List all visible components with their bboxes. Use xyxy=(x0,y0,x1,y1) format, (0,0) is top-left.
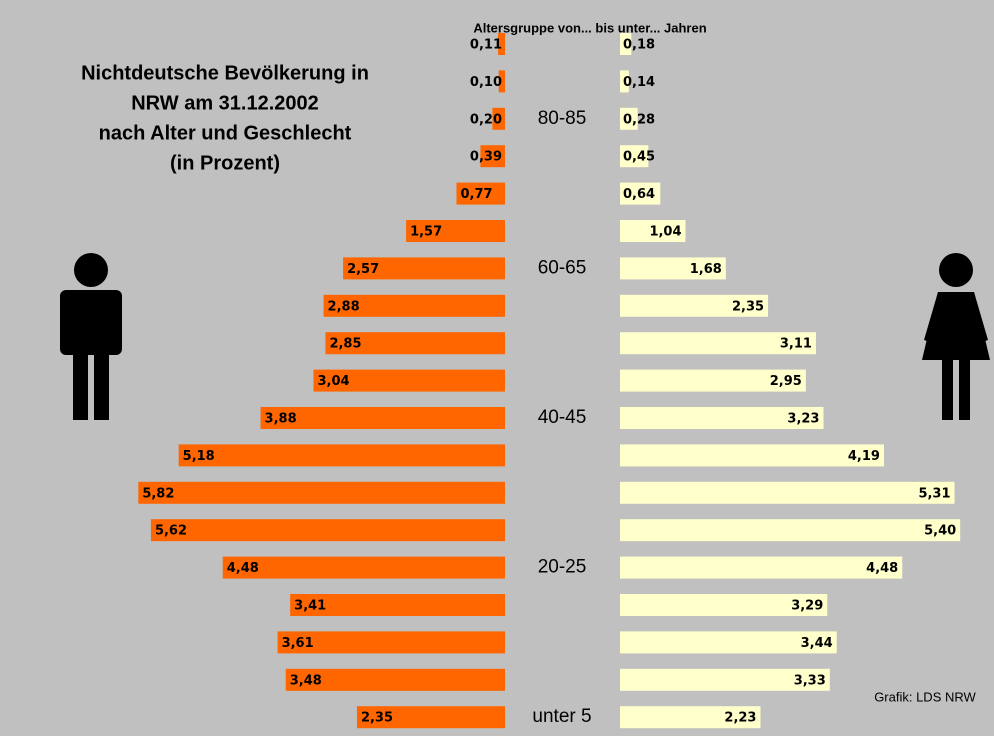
value-label: 3,41 xyxy=(294,599,326,614)
male-bar xyxy=(323,294,505,317)
female-bar xyxy=(620,332,816,355)
female-bar xyxy=(620,631,837,654)
value-label: 2,85 xyxy=(329,337,361,352)
source: Grafik: LDS NRW xyxy=(874,689,976,704)
value-label: 5,18 xyxy=(183,449,215,464)
female-bar xyxy=(620,145,649,168)
value-label: 2,88 xyxy=(328,299,360,314)
value-label: 3,29 xyxy=(791,599,823,614)
value-label: 1,57 xyxy=(410,225,442,240)
female-bar xyxy=(620,556,903,579)
value-label: 0,18 xyxy=(623,38,655,53)
value-label: 2,57 xyxy=(347,262,379,277)
female-bar xyxy=(620,182,661,205)
female-bar xyxy=(620,519,961,542)
male-bar xyxy=(178,444,505,467)
category-label: 40-45 xyxy=(538,407,587,428)
value-label: 2,35 xyxy=(361,711,393,726)
male-bar xyxy=(343,257,505,280)
value-label: 3,33 xyxy=(794,673,826,688)
female-bar xyxy=(620,668,830,691)
male-bar xyxy=(285,668,505,691)
female-bar xyxy=(620,594,828,616)
value-label: 2,23 xyxy=(724,711,756,726)
value-label: 0,20 xyxy=(470,112,502,127)
category-label: 20-25 xyxy=(538,557,587,578)
male-bar xyxy=(313,369,505,392)
value-label: 2,95 xyxy=(770,374,802,389)
value-label: 3,88 xyxy=(265,412,297,427)
title-line: (in Prozent) xyxy=(170,152,280,174)
female-bar xyxy=(620,481,955,504)
female-bar xyxy=(620,294,769,317)
value-label: 3,44 xyxy=(801,636,833,651)
value-label: 3,11 xyxy=(780,337,812,352)
female-bar xyxy=(620,407,824,429)
title-line: nach Alter und Geschlecht xyxy=(99,122,352,144)
value-label: 5,62 xyxy=(155,524,187,539)
female-icon xyxy=(922,253,990,420)
female-bar xyxy=(620,107,638,130)
category-label: 60-65 xyxy=(538,257,587,278)
male-bar xyxy=(260,407,505,429)
value-label: 0,28 xyxy=(623,112,655,127)
male-bar xyxy=(290,594,505,616)
female-bar xyxy=(620,369,806,392)
title-line: NRW am 31.12.2002 xyxy=(131,92,319,114)
value-label: 0,45 xyxy=(623,150,655,165)
value-label: 5,82 xyxy=(142,486,174,501)
value-label: 4,48 xyxy=(227,561,259,576)
male-bar xyxy=(150,519,505,542)
male-bar xyxy=(480,145,505,168)
value-label: 3,04 xyxy=(317,374,349,389)
value-label: 4,48 xyxy=(866,561,898,576)
value-label: 3,23 xyxy=(787,412,819,427)
female-bar xyxy=(620,444,884,467)
male-bar xyxy=(498,33,505,55)
male-bar xyxy=(498,70,505,93)
male-bar xyxy=(456,182,505,205)
value-label: 5,31 xyxy=(918,486,950,501)
category-label: unter 5 xyxy=(532,706,591,727)
male-bar xyxy=(492,107,505,130)
female-bar xyxy=(620,220,686,242)
title-line: Nichtdeutsche Bevölkerung in xyxy=(81,62,369,84)
value-label: 0,77 xyxy=(460,187,492,202)
male-icon xyxy=(60,253,122,420)
category-label: 80-85 xyxy=(538,108,587,129)
value-label: 0,11 xyxy=(470,38,502,53)
subtitle: Altersgruppe von... bis unter... Jahren xyxy=(473,20,706,35)
value-label: 2,35 xyxy=(732,299,764,314)
value-label: 3,61 xyxy=(282,636,314,651)
value-label: 0,10 xyxy=(470,75,502,90)
value-label: 0,14 xyxy=(623,75,655,90)
male-bar xyxy=(356,706,505,729)
male-bar xyxy=(325,332,505,355)
male-bar xyxy=(138,481,505,504)
male-bar xyxy=(277,631,505,654)
value-label: 0,39 xyxy=(470,150,502,165)
value-label: 5,40 xyxy=(924,524,956,539)
value-label: 4,19 xyxy=(848,449,880,464)
female-bar xyxy=(620,257,726,280)
male-bar xyxy=(406,220,505,242)
value-label: 0,64 xyxy=(623,187,655,202)
female-bar xyxy=(620,33,632,55)
value-label: 3,48 xyxy=(290,673,322,688)
value-label: 1,68 xyxy=(690,262,722,277)
value-label: 1,04 xyxy=(649,225,681,240)
female-bar xyxy=(620,70,629,93)
male-bar xyxy=(222,556,505,579)
female-bar xyxy=(620,706,761,729)
